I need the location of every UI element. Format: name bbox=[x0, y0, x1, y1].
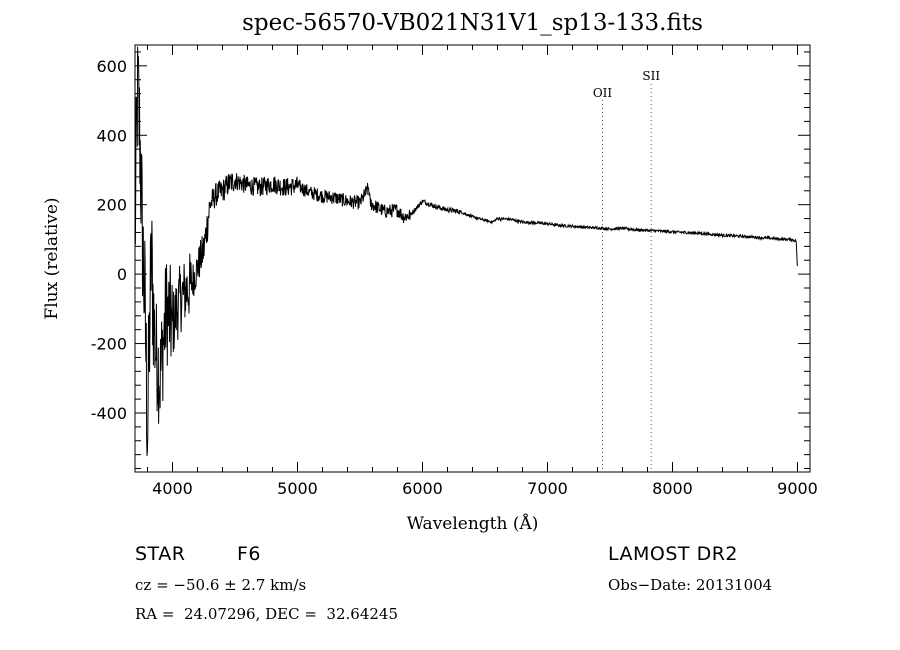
y-tick-label: 0 bbox=[117, 265, 127, 284]
line-marker-label: OII bbox=[593, 86, 613, 100]
y-tick-label: 400 bbox=[96, 126, 127, 145]
ra-dec-coordinates: RA = 24.07296, DEC = 32.64245 bbox=[135, 605, 399, 623]
survey-name: LAMOST DR2 bbox=[608, 543, 738, 565]
y-tick-label: 200 bbox=[96, 196, 127, 215]
y-tick-label: 600 bbox=[96, 57, 127, 76]
x-tick-label: 6000 bbox=[402, 479, 443, 498]
x-tick-label: 9000 bbox=[777, 479, 818, 498]
object-type: STAR bbox=[135, 543, 186, 565]
spectrum-line bbox=[134, 46, 798, 456]
plot-frame bbox=[134, 44, 811, 473]
spectral-subclass: F6 bbox=[237, 543, 262, 565]
x-tick-label: 7000 bbox=[527, 479, 568, 498]
y-axis-label: Flux (relative) bbox=[42, 197, 62, 319]
y-tick-label: -400 bbox=[91, 404, 127, 423]
x-axis-label: Wavelength (Å) bbox=[407, 513, 539, 534]
line-marker-label: SII bbox=[642, 69, 660, 83]
redshift-cz: cz = −50.6 ± 2.7 km/s bbox=[135, 576, 307, 594]
chart-title: spec-56570-VB021N31V1_sp13-133.fits bbox=[242, 10, 703, 36]
observation-date: Obs−Date: 20131004 bbox=[608, 576, 773, 594]
y-tick-label: -200 bbox=[91, 335, 127, 354]
x-tick-label: 5000 bbox=[277, 479, 318, 498]
x-tick-label: 8000 bbox=[652, 479, 693, 498]
x-tick-label: 4000 bbox=[152, 479, 193, 498]
